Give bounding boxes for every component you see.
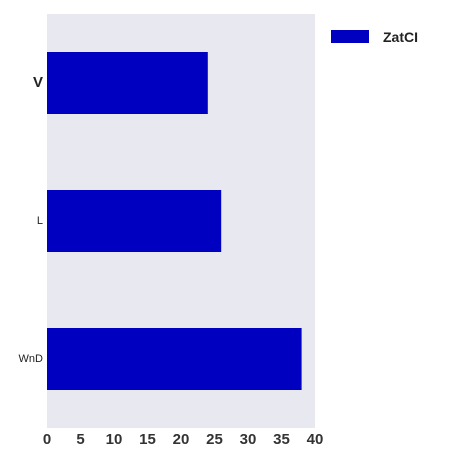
x-tick-label-0: 0 (43, 431, 51, 448)
x-tick-labels: 0 5 10 15 20 25 30 35 40 (43, 431, 324, 448)
y-tick-label-v: V (33, 74, 43, 91)
x-tick-label-25: 25 (206, 431, 223, 448)
bar-wnd (47, 328, 302, 390)
bars-layer (47, 52, 302, 390)
legend-label: ZatCI (383, 29, 418, 45)
legend: ZatCI (331, 29, 418, 45)
y-tick-labels: V L WnD (19, 74, 44, 365)
x-tick-label-20: 20 (173, 431, 190, 448)
legend-swatch (331, 30, 369, 43)
y-tick-label-l: L (37, 215, 43, 227)
x-tick-label-15: 15 (139, 431, 156, 448)
bar-l (47, 190, 222, 252)
bar-v (47, 52, 208, 114)
x-tick-label-5: 5 (76, 431, 84, 448)
y-tick-label-wnd: WnD (19, 353, 44, 365)
x-tick-label-10: 10 (106, 431, 123, 448)
x-tick-label-40: 40 (307, 431, 324, 448)
x-tick-label-30: 30 (240, 431, 257, 448)
x-tick-label-35: 35 (273, 431, 290, 448)
